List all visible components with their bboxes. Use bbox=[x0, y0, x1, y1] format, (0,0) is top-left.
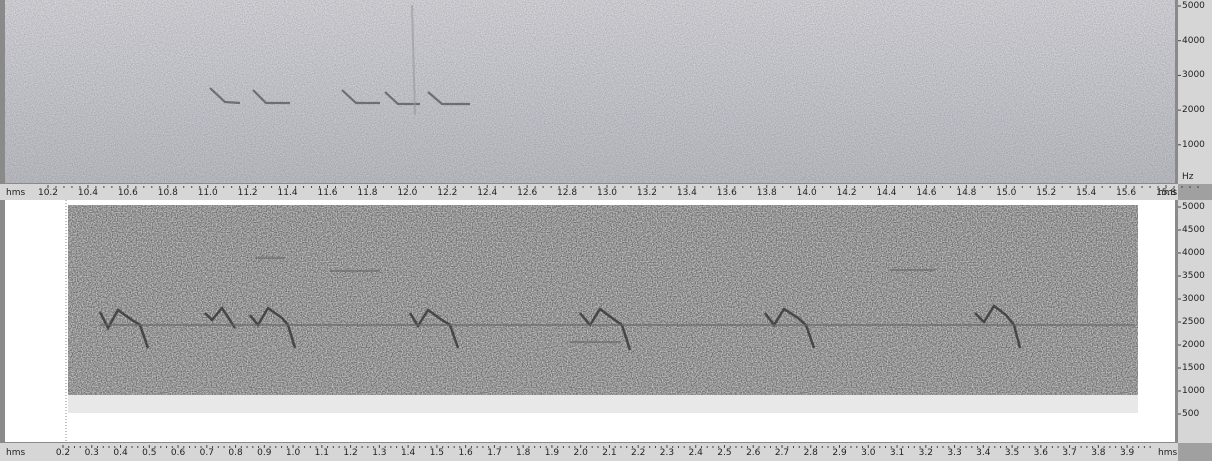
time-label: 10.4 bbox=[78, 188, 98, 198]
time-label: 2.5 bbox=[717, 448, 731, 458]
time-label: 2.1 bbox=[602, 448, 616, 458]
time-label: 3.8 bbox=[1091, 448, 1105, 458]
time-label: 14.4 bbox=[876, 188, 896, 198]
freq-label: 3000 bbox=[1182, 294, 1205, 304]
time-label: 0.9 bbox=[257, 448, 271, 458]
time-label: 15.0 bbox=[996, 188, 1016, 198]
freq-label: 500 bbox=[1182, 409, 1199, 419]
freq-ruler bbox=[1178, 0, 1212, 184]
time-label: 0.3 bbox=[85, 448, 99, 458]
time-label: 12.2 bbox=[437, 188, 457, 198]
freq-label: 5000 bbox=[1182, 1, 1205, 11]
time-label: 0.5 bbox=[142, 448, 156, 458]
time-label: 1.2 bbox=[343, 448, 357, 458]
time-label: 1.3 bbox=[372, 448, 386, 458]
freq-label: 4000 bbox=[1182, 248, 1205, 258]
time-label: 11.2 bbox=[238, 188, 258, 198]
time-label: 10.6 bbox=[118, 188, 138, 198]
time-label: 3.1 bbox=[890, 448, 904, 458]
time-label: 13.4 bbox=[677, 188, 697, 198]
time-label: 1.0 bbox=[286, 448, 300, 458]
time-label: 12.8 bbox=[557, 188, 577, 198]
time-label: 2.8 bbox=[804, 448, 818, 458]
time-label: 15.4 bbox=[1076, 188, 1096, 198]
time-label: 3.2 bbox=[919, 448, 933, 458]
freq-label: 3500 bbox=[1182, 271, 1205, 281]
time-label: 2.2 bbox=[631, 448, 645, 458]
time-label: 1.4 bbox=[401, 448, 415, 458]
time-unit: hms bbox=[6, 188, 25, 198]
time-label: 3.3 bbox=[947, 448, 961, 458]
time-unit: hms bbox=[6, 448, 25, 458]
top-noise bbox=[5, 0, 1175, 183]
time-label: 14.0 bbox=[797, 188, 817, 198]
time-label: 11.4 bbox=[278, 188, 298, 198]
time-label: 0.2 bbox=[56, 448, 70, 458]
time-label: 0.8 bbox=[228, 448, 242, 458]
time-label: 3.4 bbox=[976, 448, 990, 458]
time-label: 2.4 bbox=[689, 448, 703, 458]
freq-label: 4500 bbox=[1182, 225, 1205, 235]
time-label: 12.4 bbox=[477, 188, 497, 198]
time-label: 3.6 bbox=[1034, 448, 1048, 458]
time-label: 11.0 bbox=[198, 188, 218, 198]
audio-editor: hms 10.2 10.4 10.6 10.8 11.0 11.2 11.4 11.6 11.8 1… bbox=[0, 0, 1212, 461]
time-label: 13.2 bbox=[637, 188, 657, 198]
time-label: 2.9 bbox=[832, 448, 846, 458]
bottom-noise bbox=[68, 205, 1138, 397]
time-label: 0.7 bbox=[200, 448, 214, 458]
time-label: 1.7 bbox=[487, 448, 501, 458]
freq-label: 4000 bbox=[1182, 36, 1205, 46]
time-label: 3.0 bbox=[861, 448, 875, 458]
time-label: 12.0 bbox=[397, 188, 417, 198]
time-label: 3.9 bbox=[1120, 448, 1134, 458]
time-unit: hms bbox=[1158, 188, 1177, 198]
bottom-fade bbox=[68, 395, 1138, 413]
freq-unit: Hz bbox=[1182, 172, 1194, 182]
time-label: 3.7 bbox=[1062, 448, 1076, 458]
freq-label: 2000 bbox=[1182, 340, 1205, 350]
freq-label: 1000 bbox=[1182, 386, 1205, 396]
corner-box bbox=[1178, 184, 1212, 200]
time-label: 0.6 bbox=[171, 448, 185, 458]
time-label: 13.6 bbox=[717, 188, 737, 198]
spectrogram-view bbox=[0, 0, 1212, 461]
freq-label: 5000 bbox=[1182, 202, 1205, 212]
freq-label: 2500 bbox=[1182, 317, 1205, 327]
time-label: 13.8 bbox=[757, 188, 777, 198]
time-label: 1.9 bbox=[545, 448, 559, 458]
time-label: 13.0 bbox=[597, 188, 617, 198]
time-label: 3.5 bbox=[1005, 448, 1019, 458]
corner-box bbox=[1178, 443, 1212, 461]
time-label: 1.8 bbox=[516, 448, 530, 458]
time-label: 15.2 bbox=[1036, 188, 1056, 198]
time-label: 10.2 bbox=[38, 188, 58, 198]
time-label: 14.8 bbox=[956, 188, 976, 198]
time-label: 12.6 bbox=[517, 188, 537, 198]
freq-label: 1000 bbox=[1182, 140, 1205, 150]
freq-label: 3000 bbox=[1182, 70, 1205, 80]
time-label: 2.0 bbox=[574, 448, 588, 458]
time-label: 14.2 bbox=[837, 188, 857, 198]
time-label: 11.6 bbox=[317, 188, 337, 198]
time-label: 1.1 bbox=[315, 448, 329, 458]
time-label: 15.6 bbox=[1116, 188, 1136, 198]
time-label: 2.7 bbox=[775, 448, 789, 458]
time-label: 2.3 bbox=[660, 448, 674, 458]
time-label: 10.8 bbox=[158, 188, 178, 198]
time-unit: hms bbox=[1158, 448, 1177, 458]
time-label: 2.6 bbox=[746, 448, 760, 458]
time-label: 14.6 bbox=[916, 188, 936, 198]
time-label: 11.8 bbox=[357, 188, 377, 198]
time-label: 0.4 bbox=[113, 448, 127, 458]
freq-label: 1500 bbox=[1182, 363, 1205, 373]
time-label: 1.6 bbox=[458, 448, 472, 458]
time-label: 1.5 bbox=[430, 448, 444, 458]
freq-label: 2000 bbox=[1182, 105, 1205, 115]
